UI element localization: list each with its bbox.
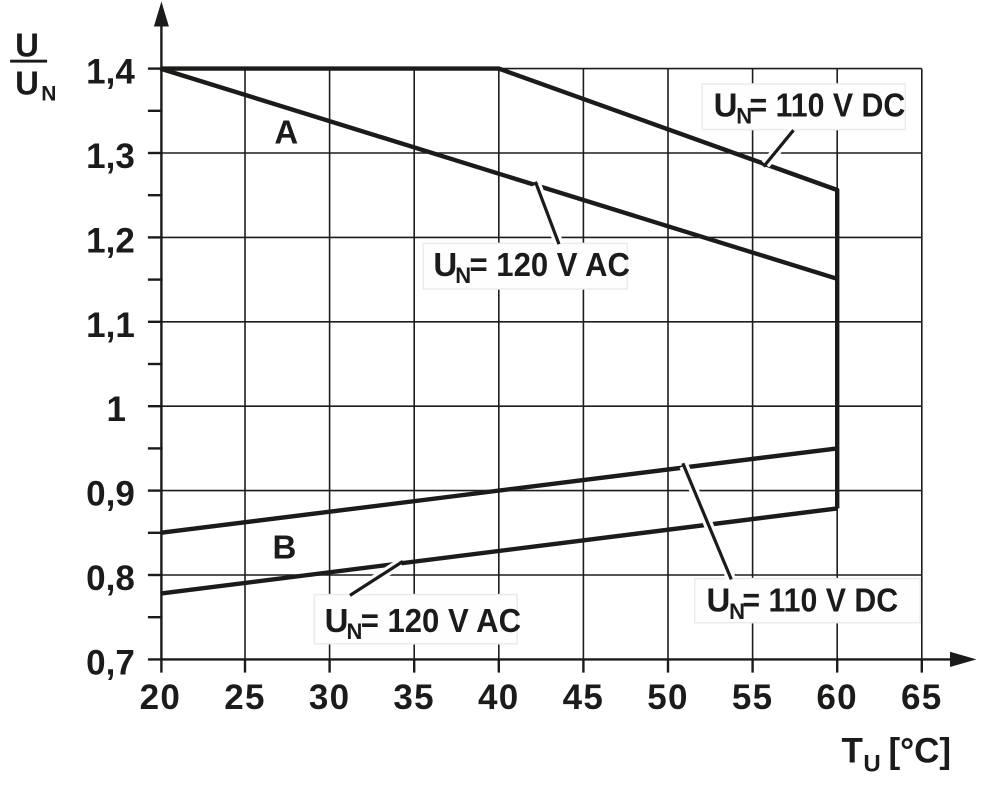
svg-text:40: 40: [478, 678, 520, 717]
svg-text:N: N: [41, 83, 56, 106]
svg-text:B: B: [273, 529, 297, 566]
svg-text:60: 60: [816, 678, 858, 717]
svg-text:N: N: [729, 599, 745, 624]
svg-text:N: N: [455, 263, 471, 288]
svg-text:0,9: 0,9: [86, 475, 135, 514]
svg-text:= 110 V DC: = 110 V DC: [750, 86, 906, 123]
svg-text:U: U: [863, 751, 880, 778]
svg-text:= 110 V DC: = 110 V DC: [742, 582, 898, 619]
svg-text:[°C]: [°C]: [889, 731, 952, 770]
svg-text:1: 1: [107, 390, 126, 429]
svg-text:N: N: [736, 104, 752, 129]
svg-text:N: N: [347, 619, 363, 644]
svg-text:= 120 V AC: = 120 V AC: [361, 602, 521, 639]
svg-text:0,8: 0,8: [86, 559, 135, 598]
svg-text:U: U: [15, 26, 39, 63]
svg-text:= 120 V AC: = 120 V AC: [470, 246, 630, 283]
svg-text:U: U: [15, 65, 39, 102]
svg-text:45: 45: [563, 678, 605, 717]
svg-text:1,2: 1,2: [86, 221, 135, 260]
svg-text:U: U: [707, 582, 731, 619]
svg-text:20: 20: [140, 678, 182, 717]
svg-text:U: U: [714, 86, 738, 123]
svg-text:25: 25: [224, 678, 266, 717]
svg-text:0,7: 0,7: [86, 643, 135, 682]
svg-text:65: 65: [901, 678, 943, 717]
svg-text:A: A: [274, 114, 298, 151]
svg-text:1,4: 1,4: [86, 53, 135, 92]
svg-text:35: 35: [393, 678, 435, 717]
svg-text:U: U: [433, 246, 457, 283]
svg-text:U: U: [325, 602, 349, 639]
svg-text:55: 55: [732, 678, 774, 717]
svg-text:1,1: 1,1: [86, 306, 135, 345]
svg-text:30: 30: [309, 678, 351, 717]
svg-text:T: T: [842, 731, 863, 770]
svg-text:50: 50: [647, 678, 689, 717]
svg-text:1,3: 1,3: [86, 137, 135, 176]
